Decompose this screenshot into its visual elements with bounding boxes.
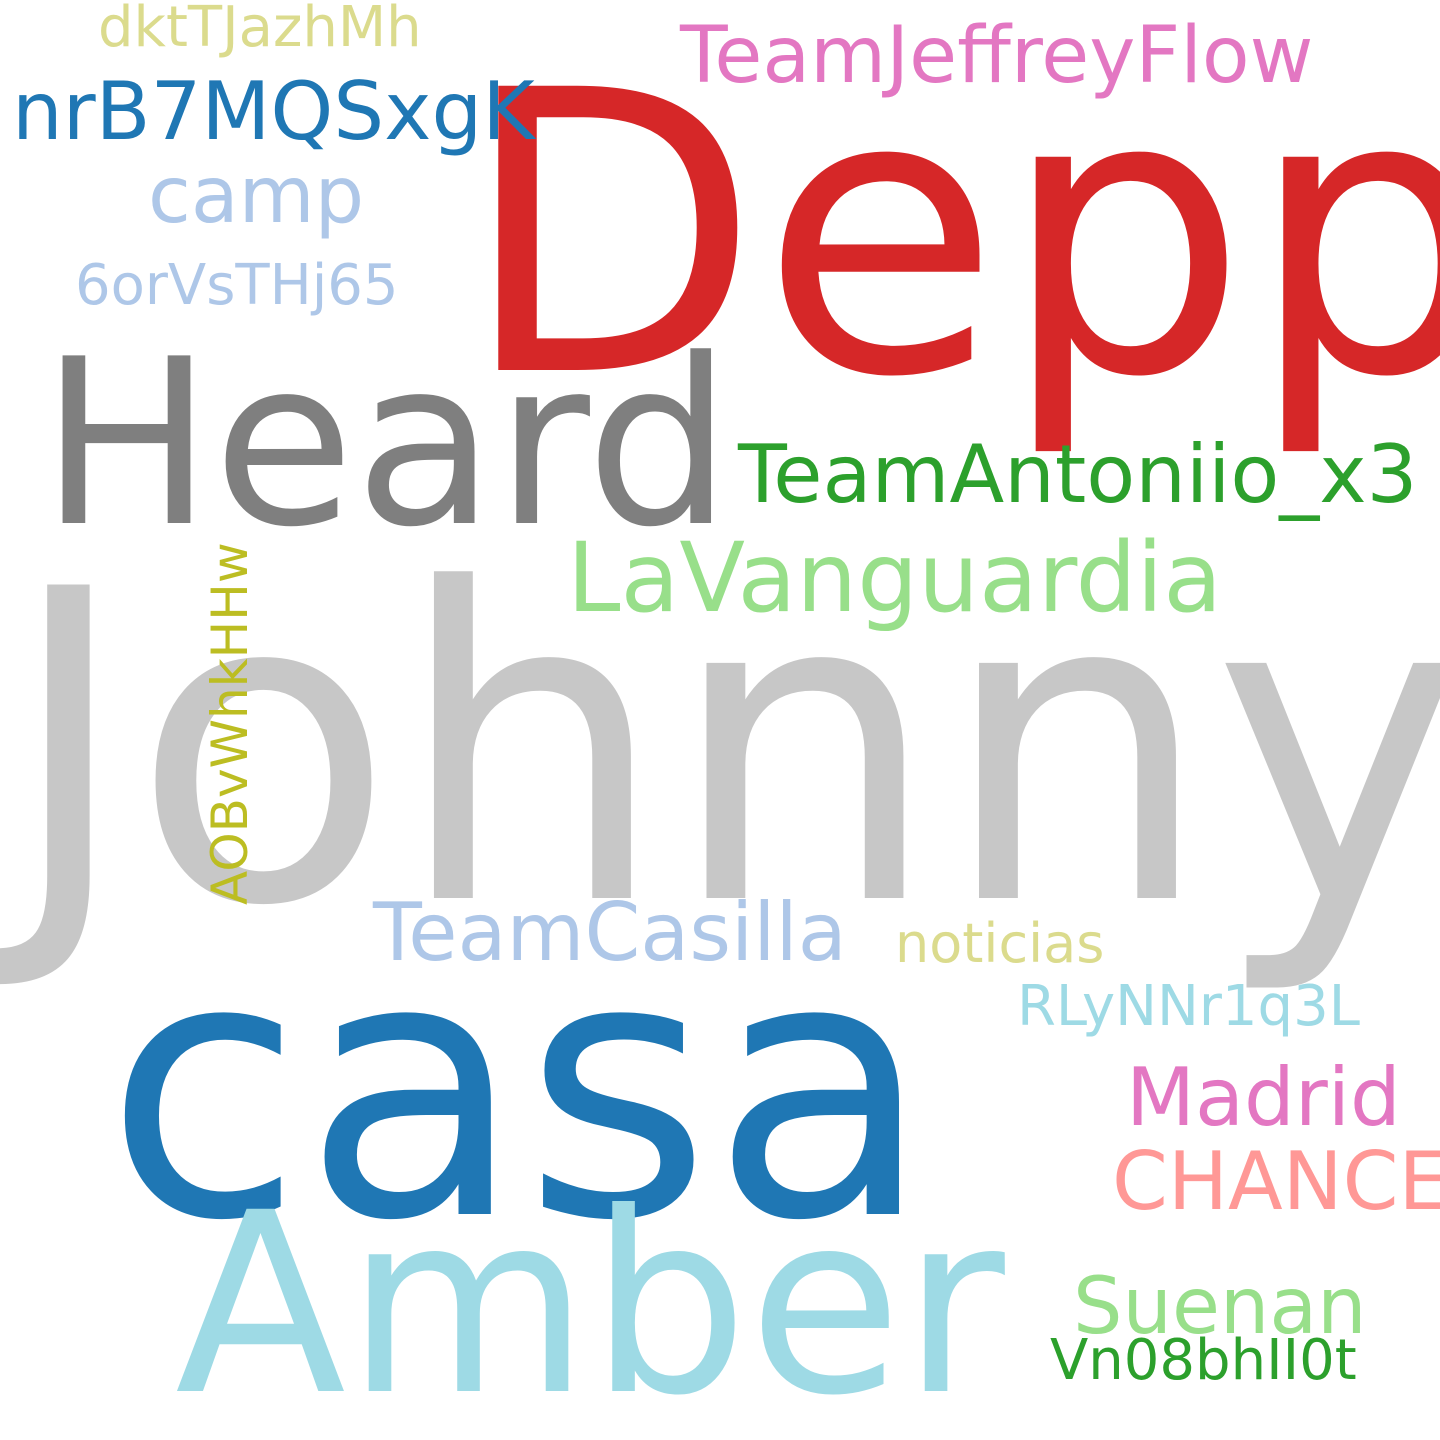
word-madrid: Madrid [1126,1051,1401,1144]
word-suenan: Suenan [1073,1262,1367,1352]
word-nrb7mqsxgk: nrB7MQSxgK [12,65,535,158]
word-casa: casa [105,880,932,1299]
word-teamantoniio: TeamAntoniio_x3 [738,428,1418,521]
word-6orvsthj65: 6orVsTHj65 [75,253,399,318]
word-dkttjazhmh: dktTJazhMh [98,0,422,60]
word-teamcasilla: TeamCasilla [373,886,847,979]
word-rlynnr1q3l: RLyNNr1q3L [1017,974,1360,1039]
word-depp: Depp [460,8,1440,462]
word-amber: Amber [175,1159,1005,1440]
word-camp: camp [148,151,365,241]
word-noticias: noticias [895,912,1105,975]
word-johnny: Johnny [5,500,1440,1000]
word-teamjeffreyflow: TeamJeffreyFlow [680,11,1314,101]
word-lavanguardia: LaVanguardia [567,522,1223,634]
word-vn08bhii0t: Vn08bhII0t [1050,1328,1357,1393]
word-chance: CHANCE [1112,1135,1440,1228]
word-aobvwhkhhw: AOBvWhkHHw [201,542,259,905]
word-heard: Heard [40,311,732,578]
